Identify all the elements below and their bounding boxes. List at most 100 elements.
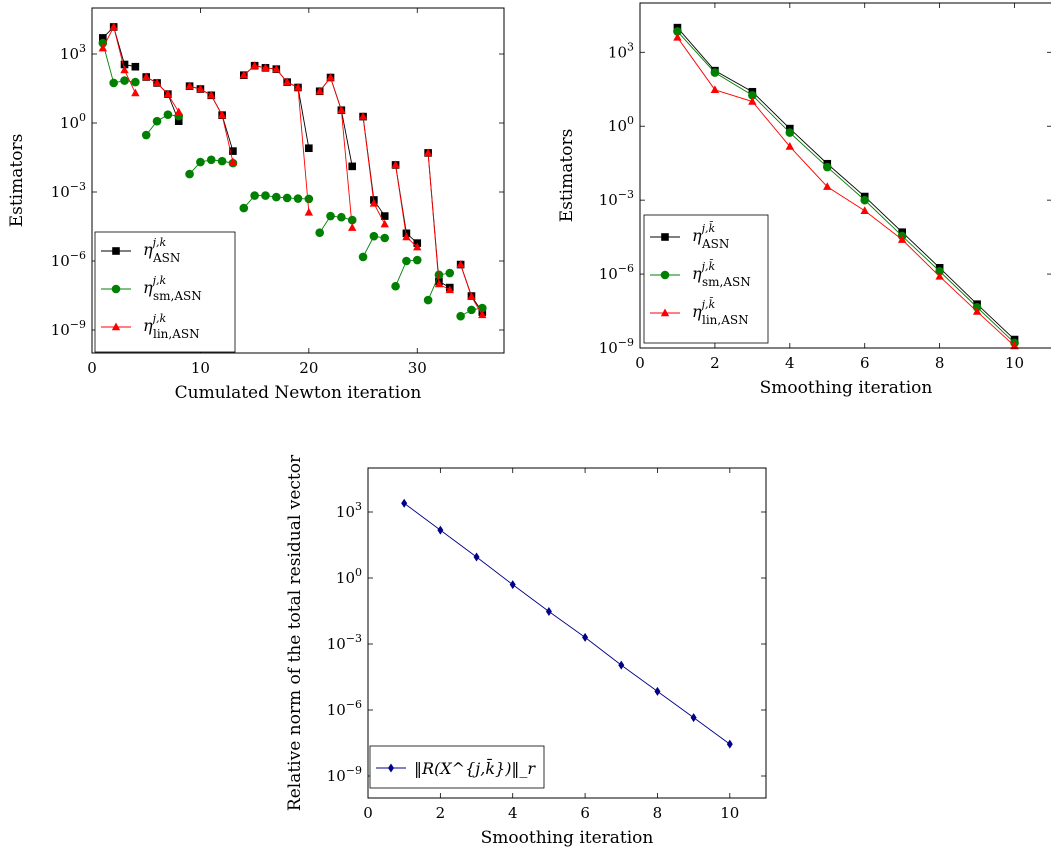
series-line	[102, 25, 136, 94]
series-line	[362, 116, 386, 225]
x-tick-label: 0	[635, 354, 645, 372]
x-tick-label: 4	[785, 354, 795, 372]
x-tick-label: 2	[710, 354, 720, 372]
data-point	[131, 62, 140, 71]
data-point	[347, 215, 357, 225]
series-line	[677, 37, 1015, 347]
data-point	[437, 525, 444, 535]
data-point	[690, 713, 697, 723]
legend-marker	[111, 322, 121, 331]
series-2	[98, 22, 487, 319]
data-point	[293, 82, 303, 91]
data-point	[337, 105, 346, 114]
data-point	[673, 27, 682, 36]
legend-box	[369, 745, 545, 789]
series-line	[403, 502, 731, 745]
legend: ηj,k ASN ηj,k sm,ASN ηj,k lin,ASN	[94, 231, 236, 353]
series-line	[319, 76, 353, 167]
data-point	[897, 235, 907, 243]
data-point	[618, 660, 625, 670]
x-axis-label: Smoothing iteration	[760, 378, 933, 398]
data-point	[207, 90, 216, 99]
data-point	[402, 256, 411, 266]
series-line	[427, 152, 451, 288]
x-tick-label: 6	[580, 804, 590, 822]
series-line	[319, 215, 353, 233]
data-point	[98, 38, 108, 48]
data-point	[401, 498, 408, 508]
data-point	[282, 77, 292, 86]
data-point	[305, 144, 313, 153]
y-tick-label: 103	[608, 40, 634, 61]
x-tick-label: 20	[299, 359, 318, 377]
data-point	[261, 63, 270, 72]
data-point	[185, 169, 194, 179]
x-tick-label: 0	[363, 804, 373, 822]
legend-marker	[660, 308, 670, 317]
series-line	[243, 65, 310, 149]
x-tick-label: 8	[935, 354, 945, 372]
data-point	[445, 268, 455, 278]
x-tick-label: 30	[408, 359, 427, 377]
series-line	[145, 114, 179, 136]
data-point	[823, 182, 832, 190]
legend: ηj,k̄ ASN ηj,k̄ sm,ASN ηj,k̄ lin,ASN	[643, 214, 769, 344]
y-tick-label: 100	[608, 114, 634, 135]
data-point	[402, 232, 411, 241]
data-point	[860, 195, 870, 205]
data-point	[282, 193, 292, 203]
legend-entry-text: ηj,k lin,ASN	[143, 312, 200, 341]
data-point	[710, 68, 720, 77]
data-point	[109, 22, 118, 31]
data-point	[326, 73, 335, 81]
data-point	[152, 78, 162, 87]
series-line	[677, 31, 1015, 344]
data-point	[206, 155, 216, 165]
data-point	[272, 64, 281, 73]
data-point	[467, 305, 476, 315]
data-point	[141, 130, 151, 140]
data-point	[456, 311, 465, 321]
y-tick-label: 100	[336, 566, 362, 587]
data-point	[412, 255, 422, 265]
x-tick-label: 0	[87, 359, 97, 377]
data-point	[196, 157, 205, 167]
data-point	[131, 77, 140, 87]
data-point	[217, 110, 227, 119]
data-point	[337, 212, 346, 222]
series-0	[401, 498, 733, 749]
data-point	[391, 160, 400, 169]
y-tick-label: 10−3	[327, 632, 362, 653]
data-point	[120, 65, 129, 74]
x-axis-label: Cumulated Newton iteration	[175, 383, 422, 403]
data-point	[972, 307, 982, 315]
legend-entry-text: ηj,k̄ lin,ASN	[692, 298, 749, 327]
data-point	[423, 295, 433, 305]
legend: ‖R(X^{j,k̄})‖_r	[369, 745, 545, 789]
data-point	[239, 203, 249, 213]
data-point	[315, 228, 324, 237]
data-point	[710, 85, 720, 94]
y-tick-label: 10−6	[599, 262, 634, 283]
data-point	[434, 279, 444, 288]
data-point	[152, 116, 162, 126]
data-point	[272, 192, 281, 202]
x-tick-label: 2	[436, 804, 446, 822]
data-point	[860, 206, 869, 214]
data-point	[380, 212, 389, 220]
data-point	[380, 219, 389, 228]
chart-panel-residual-norm: 0 2 4 6 8 10 10−9 10−6 10−3 100 103 Smoothing itera…	[270, 420, 790, 859]
legend-entry-text: ‖R(X^{j,k̄})‖_r	[414, 757, 536, 778]
data-point	[109, 78, 118, 88]
data-point	[369, 231, 379, 241]
y-tick-label: 10−9	[51, 318, 86, 339]
data-point	[163, 110, 173, 119]
data-point	[315, 86, 324, 95]
data-point	[467, 292, 476, 300]
y-tick-label: 10−9	[327, 764, 362, 785]
chart-panel-smoothing-estimators: 0 2 4 6 8 10 10−9 10−6 10−3 100 103 Smoothing itera…	[520, 0, 1051, 420]
data-point	[293, 194, 303, 203]
data-point	[935, 266, 944, 276]
y-tick-label: 10−6	[51, 249, 86, 270]
legend-entry-text: ηj,k̄ ASN	[692, 222, 729, 251]
